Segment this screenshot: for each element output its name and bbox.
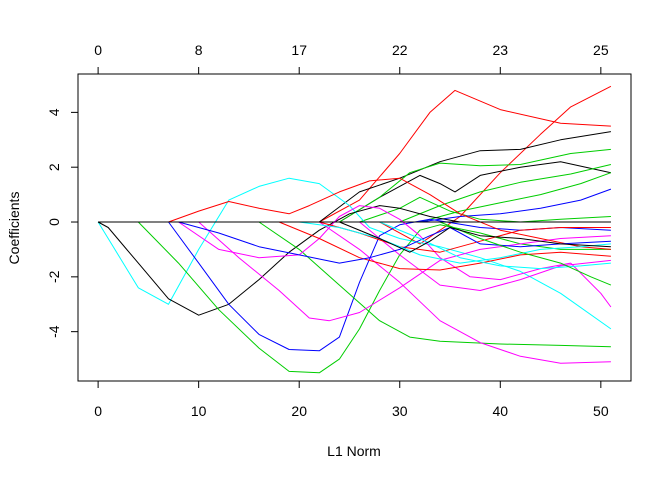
x-tick-label: 40 — [493, 403, 509, 419]
x-tick-label: 10 — [191, 403, 207, 419]
x-tick-label: 0 — [94, 403, 102, 419]
series-line-1 — [98, 89, 611, 223]
series-line-2 — [98, 85, 612, 245]
y-tick-label: -2 — [46, 270, 62, 283]
series-line-21 — [98, 221, 611, 253]
x-axis-title: L1 Norm — [327, 443, 381, 459]
y-axis-title: Coefficients — [6, 192, 22, 265]
top-tick-label: 25 — [593, 42, 609, 58]
series-line-20 — [98, 221, 611, 271]
series-line-8 — [98, 196, 611, 223]
x-tick-label: 30 — [392, 403, 408, 419]
top-tick-label: 17 — [291, 42, 307, 58]
series-line-10 — [97, 177, 612, 330]
top-tick-label: 23 — [493, 42, 509, 58]
series-line-9 — [98, 188, 612, 223]
axis-layer: 0 10 20 30 40 50 0 8 17 22 23 25 -4 -2 0 2 4 — [46, 42, 609, 419]
series-layer — [97, 85, 612, 374]
x-tick-label: 50 — [593, 403, 609, 419]
series-line-13 — [98, 221, 611, 374]
series-line-17 — [98, 205, 612, 308]
series-line-14 — [98, 221, 611, 348]
series-line-26 — [98, 221, 611, 253]
series-line-3 — [98, 131, 611, 223]
series-line-11 — [97, 205, 611, 316]
y-tick-label: 2 — [46, 163, 62, 171]
y-tick-label: 4 — [46, 108, 62, 116]
series-line-24 — [98, 221, 611, 264]
series-line-5 — [98, 148, 611, 223]
y-tick-label: -4 — [46, 325, 62, 338]
series-line-19 — [98, 177, 611, 250]
top-tick-label: 0 — [94, 42, 102, 58]
series-line-16 — [98, 221, 611, 364]
x-tick-label: 20 — [291, 403, 307, 419]
series-line-23 — [98, 221, 611, 270]
y-tick-label: 0 — [46, 218, 62, 226]
series-line-22 — [98, 221, 611, 264]
series-line-12 — [98, 218, 611, 352]
series-line-6 — [98, 164, 612, 223]
top-tick-label: 22 — [392, 42, 408, 58]
series-line-15 — [98, 221, 611, 322]
top-tick-label: 8 — [195, 42, 203, 58]
